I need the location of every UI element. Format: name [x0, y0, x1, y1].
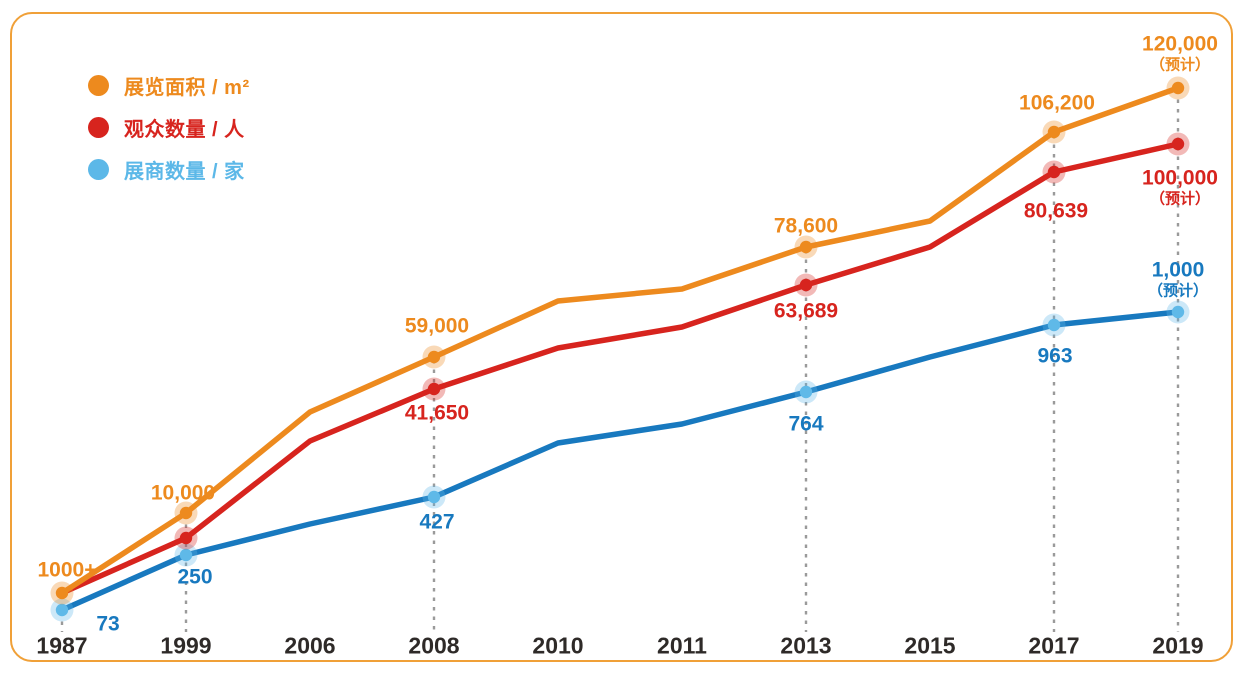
legend-item-exhibition-area: 展览面积 / m² [88, 72, 250, 99]
legend-label-exhibitor-count: 展商数量 / 家 [124, 161, 245, 183]
x-axis-label-2006: 2006 [284, 632, 336, 659]
forecast-note-2-2019: （预计） [1147, 282, 1209, 300]
data-point-0-2008 [427, 350, 441, 364]
data-point-0-2017 [1047, 125, 1061, 139]
data-point-0-1987 [55, 586, 69, 600]
data-point-2-1987 [55, 603, 69, 617]
series-line-2 [59, 309, 1181, 613]
x-axis-label-2013: 2013 [780, 632, 832, 659]
data-point-1-1999 [179, 531, 193, 545]
data-label-2-1987: 73 [96, 612, 120, 636]
data-label-2-2013: 764 [788, 412, 824, 436]
series-line-0 [59, 85, 1181, 596]
data-point-2-2008 [427, 490, 441, 504]
data-label-0-2019: 120,000 [1142, 32, 1218, 56]
data-point-2-2017 [1047, 318, 1061, 332]
data-point-2-2013 [799, 385, 813, 399]
series-line-1 [59, 141, 1181, 596]
data-label-2-2017: 963 [1037, 344, 1073, 368]
legend-label-exhibition-area: 展览面积 / m² [124, 77, 250, 99]
data-point-1-2013 [799, 278, 813, 292]
data-label-0-2017: 106,200 [1019, 91, 1095, 115]
x-axis-label-2015: 2015 [904, 632, 956, 659]
data-point-0-2019 [1171, 81, 1185, 95]
legend-dot-blue-icon [88, 159, 109, 180]
data-label-1-2017: 80,639 [1023, 199, 1089, 223]
x-axis-label-2008: 2008 [408, 632, 460, 659]
data-point-1-2017 [1047, 165, 1061, 179]
x-axis-label-2010: 2010 [532, 632, 584, 659]
data-label-1-2008: 41,650 [404, 401, 470, 425]
data-point-2-1999 [179, 548, 193, 562]
legend-label-visitor-count: 观众数量 / 人 [124, 119, 245, 141]
data-label-0-2013: 78,600 [773, 214, 839, 238]
data-label-1-2013: 63,689 [773, 299, 839, 323]
legend-dot-red-icon [88, 117, 109, 138]
data-point-1-2008 [427, 382, 441, 396]
forecast-note-1-2019: （预计） [1149, 190, 1211, 208]
data-label-2-1999: 250 [177, 565, 213, 589]
x-axis-label-2011: 2011 [657, 632, 707, 659]
legend-item-exhibitor-count: 展商数量 / 家 [88, 156, 250, 183]
data-point-2-2019 [1171, 305, 1185, 319]
forecast-note-0-2019: （预计） [1149, 56, 1211, 74]
x-axis-label-2019: 2019 [1152, 632, 1204, 659]
data-label-2-2008: 427 [419, 510, 455, 534]
data-point-0-2013 [799, 240, 813, 254]
data-label-0-1999: 10,000 [150, 481, 216, 505]
x-axis-label-1999: 1999 [160, 632, 212, 659]
x-axis-label-2017: 2017 [1028, 632, 1080, 659]
x-axis-label-1987: 1987 [36, 632, 88, 659]
data-label-1-2019: 100,000 [1142, 166, 1218, 190]
data-point-1-2019 [1171, 137, 1185, 151]
chart-legend: 展览面积 / m² 观众数量 / 人 展商数量 / 家 [88, 72, 250, 183]
data-label-0-1987: 1000+ [37, 558, 97, 582]
legend-item-visitor-count: 观众数量 / 人 [88, 114, 250, 141]
legend-dot-orange-icon [88, 75, 109, 96]
data-label-2-2019: 1,000 [1151, 258, 1205, 282]
data-label-0-2008: 59,000 [404, 314, 470, 338]
data-point-0-1999 [179, 506, 193, 520]
